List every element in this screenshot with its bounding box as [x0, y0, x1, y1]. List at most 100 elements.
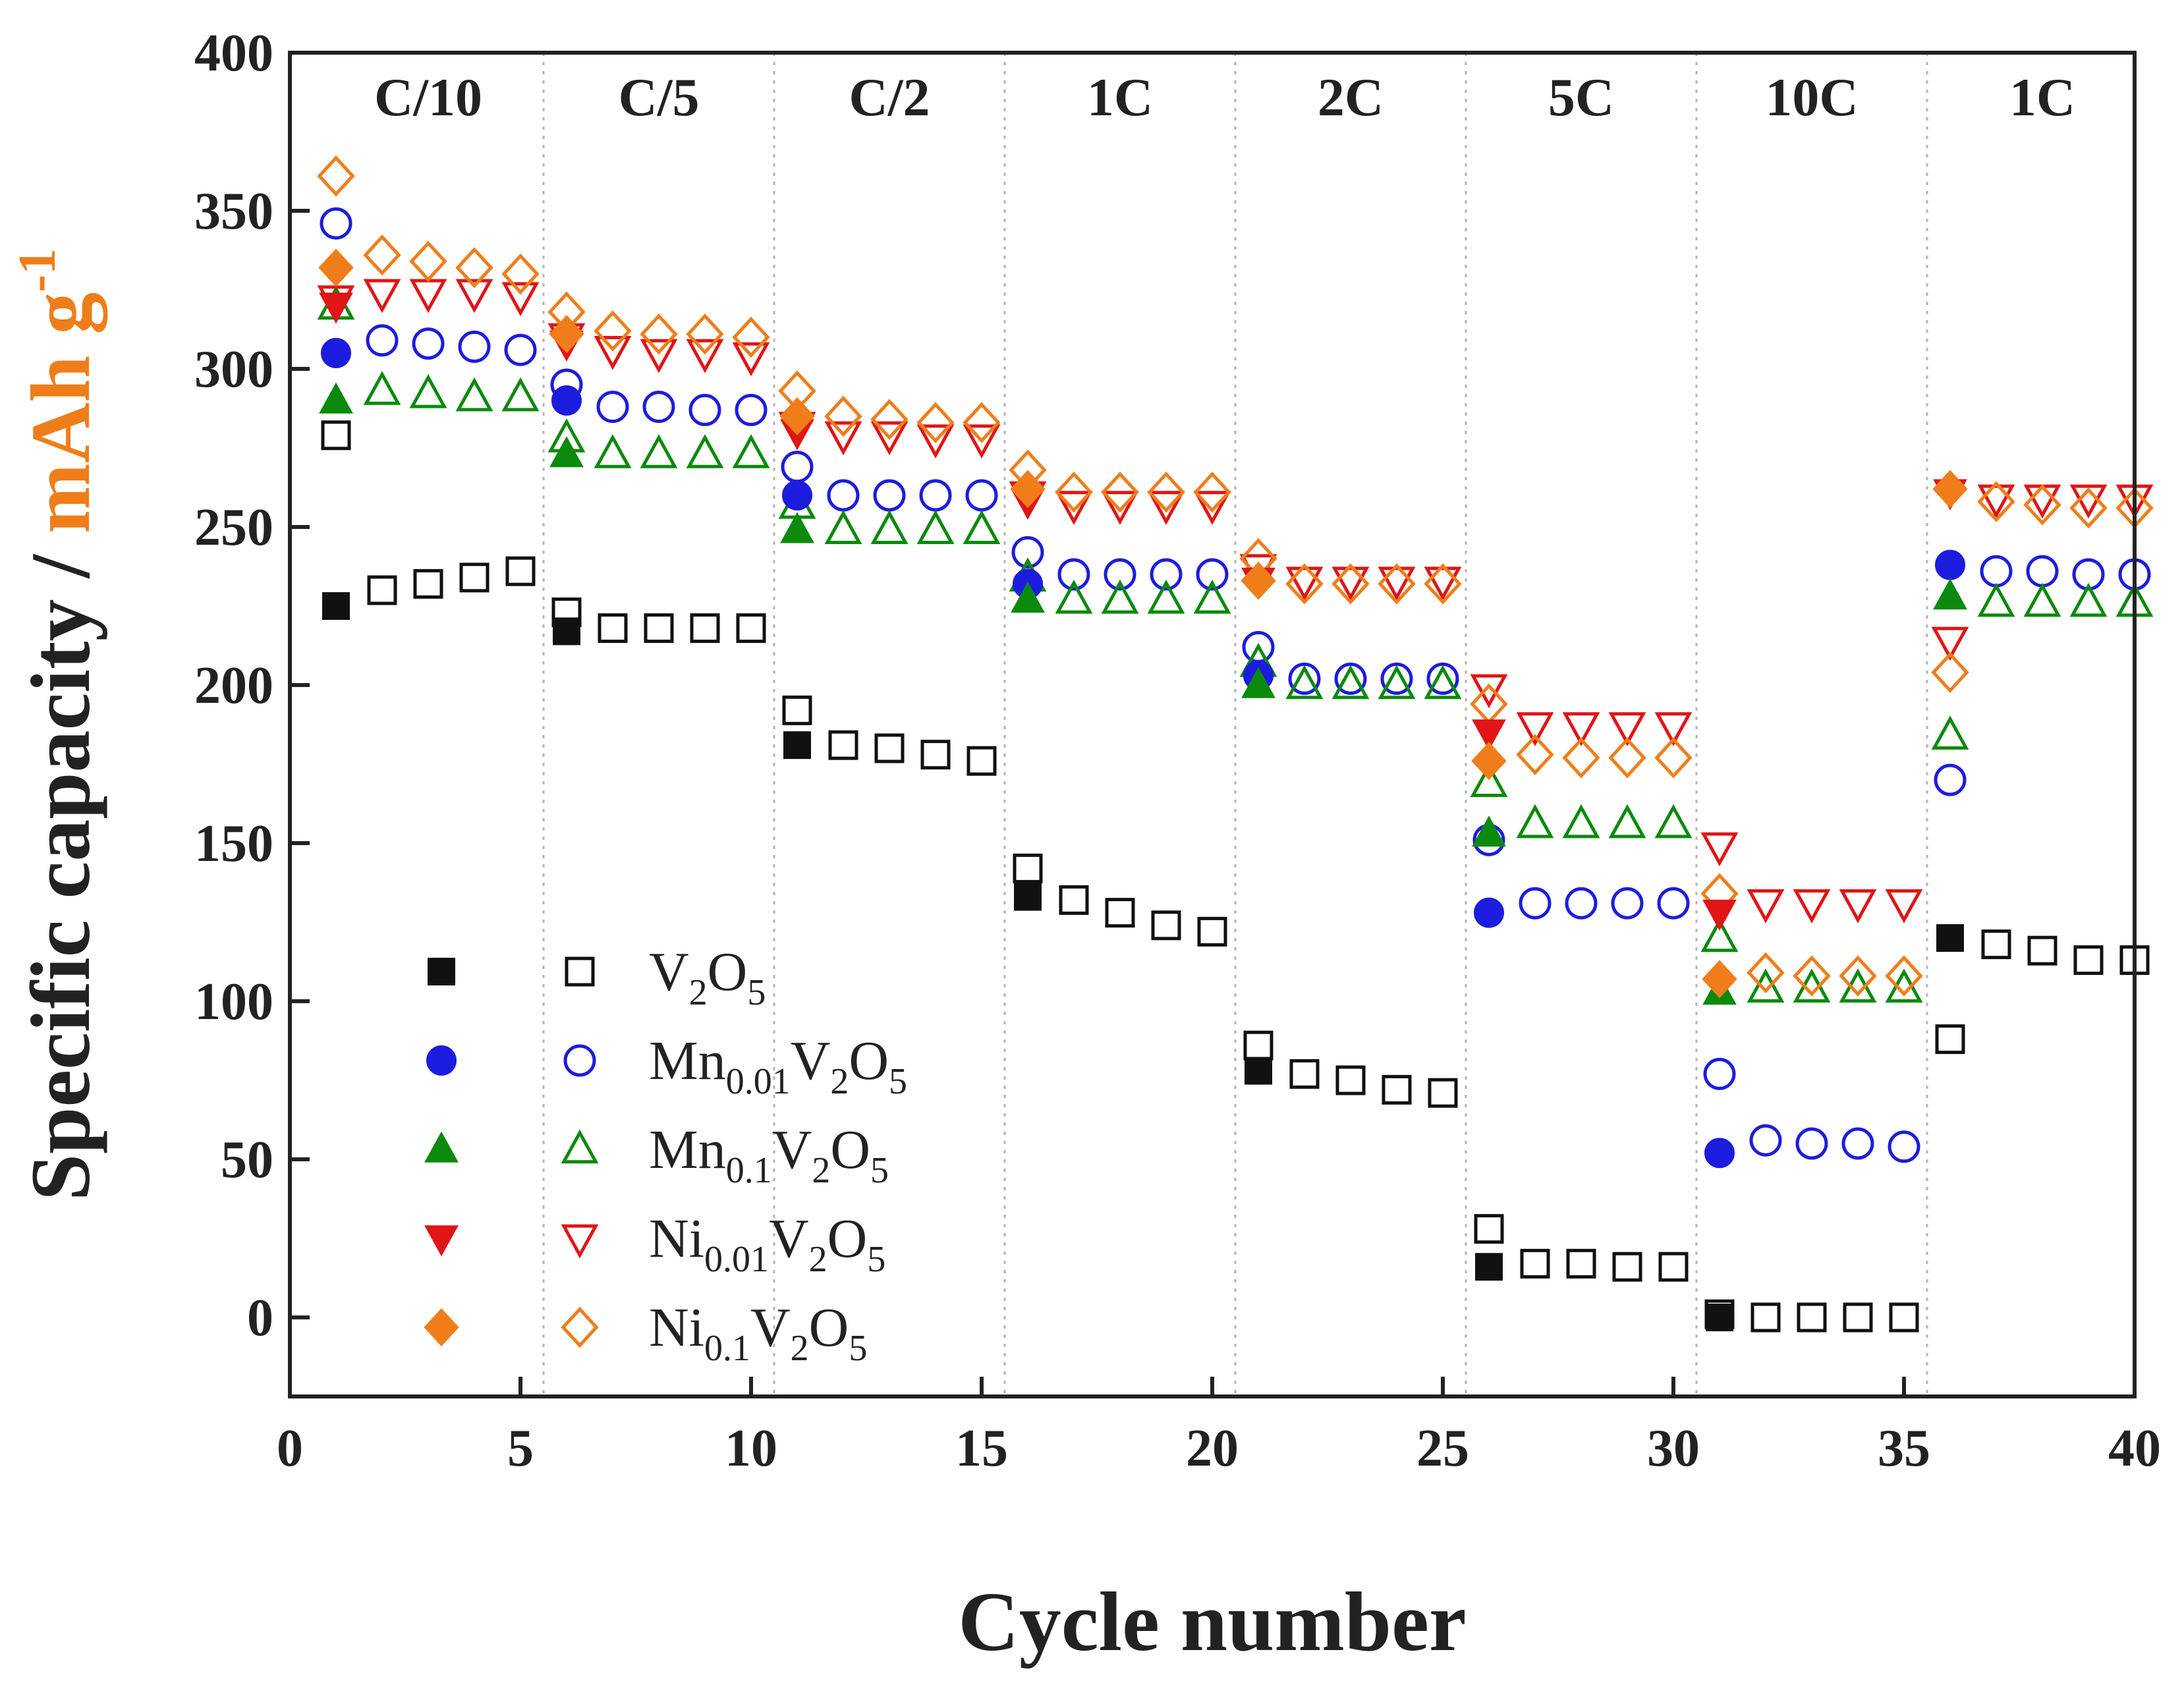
data-point-open [870, 510, 909, 544]
data-point-filled [1702, 960, 1737, 999]
data-point-open [1700, 832, 1739, 867]
rate-label: C/2 [849, 67, 930, 127]
data-point-open [686, 434, 724, 468]
data-point-open [1750, 1302, 1781, 1333]
data-point-filled [319, 382, 353, 414]
data-point-open [1196, 558, 1229, 591]
y-tick-label: 150 [194, 815, 273, 873]
data-point-open [874, 733, 905, 763]
data-point-filled [783, 731, 811, 759]
data-point-open [686, 339, 724, 373]
data-point-filled [1472, 719, 1506, 751]
legend-entry: V2O5 [428, 941, 766, 1013]
data-point-open [688, 393, 721, 426]
data-point-open [916, 424, 955, 459]
data-point-open [1516, 734, 1554, 775]
data-point-filled [1475, 1253, 1503, 1281]
y-tick-label: 0 [247, 1289, 273, 1347]
legend-marker-open [561, 1306, 599, 1348]
data-point-open [640, 339, 678, 373]
x-tick-label: 5 [507, 1420, 534, 1477]
x-tick-label: 25 [1416, 1420, 1469, 1477]
data-point-open [594, 310, 632, 352]
legend-marker-filled [424, 1308, 459, 1346]
data-point-open [1608, 804, 1646, 839]
data-point-open [1101, 579, 1139, 614]
data-point-open [459, 563, 490, 593]
data-point-open [1151, 910, 1181, 941]
legend-label: Ni0.01V2O5 [649, 1208, 885, 1280]
y-tick-label: 250 [194, 499, 273, 557]
data-point-open [1285, 566, 1324, 601]
data-point-open [732, 316, 770, 358]
data-point-filled [1474, 897, 1504, 928]
data-point-open [1382, 1074, 1412, 1105]
data-point-open [1885, 889, 1923, 924]
data-point-filled [1010, 470, 1046, 509]
data-point-open [1424, 665, 1462, 700]
data-point-open [1285, 563, 1324, 605]
data-point-open [919, 479, 952, 512]
data-point-open [1885, 955, 1923, 997]
data-point-open [363, 279, 401, 314]
y-axis-title-unit: mAh g [14, 292, 107, 534]
data-point-open [1565, 887, 1598, 920]
data-point-open [640, 434, 678, 468]
data-point-open [1331, 665, 1370, 700]
legend-label: Mn0.01V2O5 [649, 1030, 907, 1102]
x-axis-title: Cycle number [958, 1575, 1466, 1669]
data-point-open [1931, 626, 1969, 661]
data-point-open [1562, 804, 1600, 839]
data-point-open [1520, 1248, 1550, 1279]
data-point-open [2027, 935, 2058, 966]
data-point-open [1793, 955, 1831, 997]
data-point-open [1013, 853, 1043, 883]
legend-marker-open [565, 956, 595, 987]
data-point-open [1378, 566, 1416, 601]
data-point-open [732, 342, 770, 377]
y-axis-title-prefix: Specific capacity / [14, 534, 107, 1201]
data-point-open [1331, 566, 1370, 601]
data-point-open [735, 393, 768, 426]
data-point-open [824, 421, 862, 456]
data-point-open [828, 730, 858, 760]
data-point-open [1470, 674, 1508, 709]
data-point-open [1197, 916, 1227, 947]
data-point-open [870, 399, 909, 440]
data-point-open [1193, 472, 1231, 513]
rate-label: 2C [1318, 67, 1384, 127]
data-point-open [1843, 1302, 1873, 1333]
data-point-open [1749, 1124, 1782, 1157]
data-point-open [873, 479, 906, 512]
data-point-open [1104, 558, 1136, 591]
y-axis-title-unit-sup: -1 [9, 248, 67, 292]
data-point-open [594, 336, 632, 370]
data-point-open [1839, 889, 1877, 924]
legend-marker-open [563, 1044, 596, 1077]
data-point-open [1057, 558, 1090, 591]
legend-marker-open [561, 1224, 599, 1259]
data-point-open [1977, 484, 2015, 519]
rate-label: 5C [1548, 67, 1614, 127]
data-point-filled [1935, 549, 1965, 580]
data-point-open [1700, 918, 1739, 952]
data-point-open [1147, 579, 1185, 614]
data-point-open [366, 324, 399, 357]
data-point-filled [1932, 470, 1968, 509]
data-point-filled [1472, 815, 1506, 847]
data-point-open [501, 253, 540, 295]
data-point-open [2073, 945, 2104, 976]
data-point-open [1608, 737, 1646, 779]
y-tick-label: 300 [194, 341, 273, 399]
data-point-open [1654, 712, 1693, 746]
data-point-open [596, 391, 629, 424]
data-point-open [1055, 579, 1093, 614]
data-point-open [1562, 737, 1600, 779]
data-point-open [2023, 484, 2061, 526]
data-point-open [1470, 763, 1508, 797]
data-point-open [1797, 1302, 1827, 1333]
data-point-open [2069, 582, 2108, 617]
data-point-open [1839, 955, 1877, 997]
data-point-open [1378, 665, 1416, 700]
